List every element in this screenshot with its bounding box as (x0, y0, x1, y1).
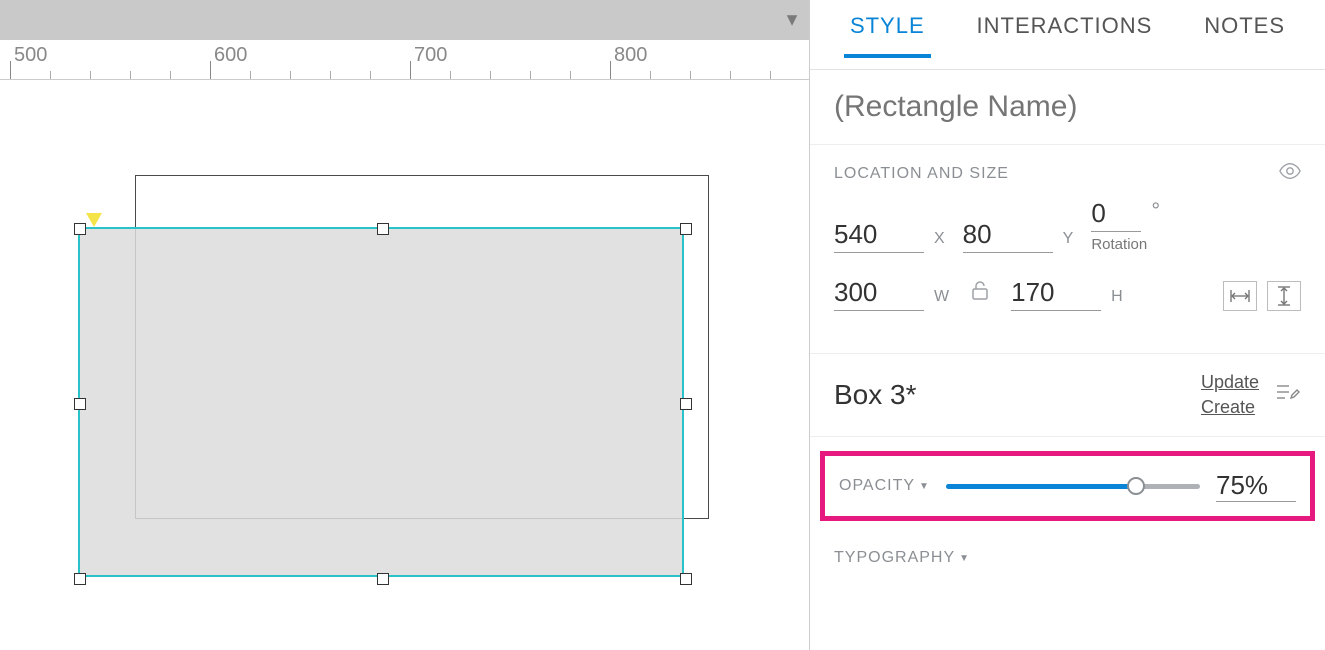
ruler-label: 800 (614, 44, 647, 67)
width-label: W (934, 288, 949, 306)
widget-name-input[interactable] (834, 90, 1301, 124)
footnote-marker[interactable] (86, 213, 102, 227)
rotation-label: Rotation (1091, 236, 1147, 253)
visibility-icon[interactable] (1279, 163, 1301, 184)
selection-handle[interactable] (74, 223, 86, 235)
selected-rectangle[interactable] (78, 227, 684, 577)
selection-handle[interactable] (74, 398, 86, 410)
aspect-lock-icon[interactable] (967, 280, 993, 306)
opacity-section: OPACITY ▼ (820, 451, 1315, 521)
style-update-link[interactable]: Update (1201, 372, 1259, 393)
typography-section-header[interactable]: TYPOGRAPHY ▼ (810, 531, 1325, 585)
widget-style-row: Box 3* Update Create (810, 354, 1325, 437)
opacity-slider[interactable] (946, 476, 1200, 496)
rotation-input[interactable] (1091, 196, 1141, 232)
opacity-slider-fill (946, 484, 1137, 489)
rotation-unit: ° (1151, 198, 1160, 224)
tab-style[interactable]: STYLE (844, 13, 931, 57)
opacity-value-input[interactable] (1216, 470, 1296, 502)
tab-interactions[interactable]: INTERACTIONS (971, 13, 1159, 57)
height-label: H (1111, 288, 1123, 306)
ruler-label: 700 (414, 44, 447, 67)
ruler-label: 600 (214, 44, 247, 67)
height-input[interactable] (1011, 275, 1101, 311)
opacity-slider-thumb[interactable] (1127, 477, 1145, 495)
fit-height-icon[interactable] (1267, 281, 1301, 311)
fit-width-icon[interactable] (1223, 281, 1257, 311)
toolbar-dropdown-caret[interactable]: ▼ (783, 10, 801, 31)
style-links: Update Create (1201, 372, 1259, 418)
ruler-label: 500 (14, 44, 47, 67)
horizontal-ruler: 500600700800900 (0, 40, 809, 80)
location-size-header: LOCATION AND SIZE (810, 145, 1325, 196)
widget-name-row (810, 70, 1325, 145)
x-label: X (934, 230, 945, 248)
typography-collapse-icon: ▼ (959, 553, 970, 564)
inspector-tabs: STYLE INTERACTIONS NOTES (810, 0, 1325, 70)
y-label: Y (1063, 230, 1074, 248)
selection-handle[interactable] (377, 223, 389, 235)
opacity-label-text: OPACITY (839, 477, 915, 495)
style-create-link[interactable]: Create (1201, 397, 1259, 418)
toolbar-strip: ▼ (0, 0, 809, 40)
inspector-panel: STYLE INTERACTIONS NOTES LOCATION AND SI… (810, 0, 1325, 650)
selection-handle[interactable] (74, 573, 86, 585)
tab-notes[interactable]: NOTES (1198, 13, 1291, 57)
canvas-area: ▼ 500600700800900 (0, 0, 810, 650)
y-input[interactable] (963, 217, 1053, 253)
typography-label: TYPOGRAPHY (834, 549, 955, 567)
location-size-label: LOCATION AND SIZE (834, 165, 1009, 183)
opacity-collapse-icon: ▼ (919, 481, 930, 492)
x-input[interactable] (834, 217, 924, 253)
selection-handle[interactable] (680, 398, 692, 410)
selection-handle[interactable] (680, 573, 692, 585)
style-manage-icon[interactable] (1275, 381, 1301, 410)
widget-style-name: Box 3* (834, 379, 1185, 411)
design-canvas[interactable] (0, 80, 809, 650)
width-input[interactable] (834, 275, 924, 311)
location-size-section: X Y ° Rotation W (810, 196, 1325, 354)
selection-handle[interactable] (377, 573, 389, 585)
selection-handle[interactable] (680, 223, 692, 235)
opacity-label[interactable]: OPACITY ▼ (839, 477, 930, 495)
